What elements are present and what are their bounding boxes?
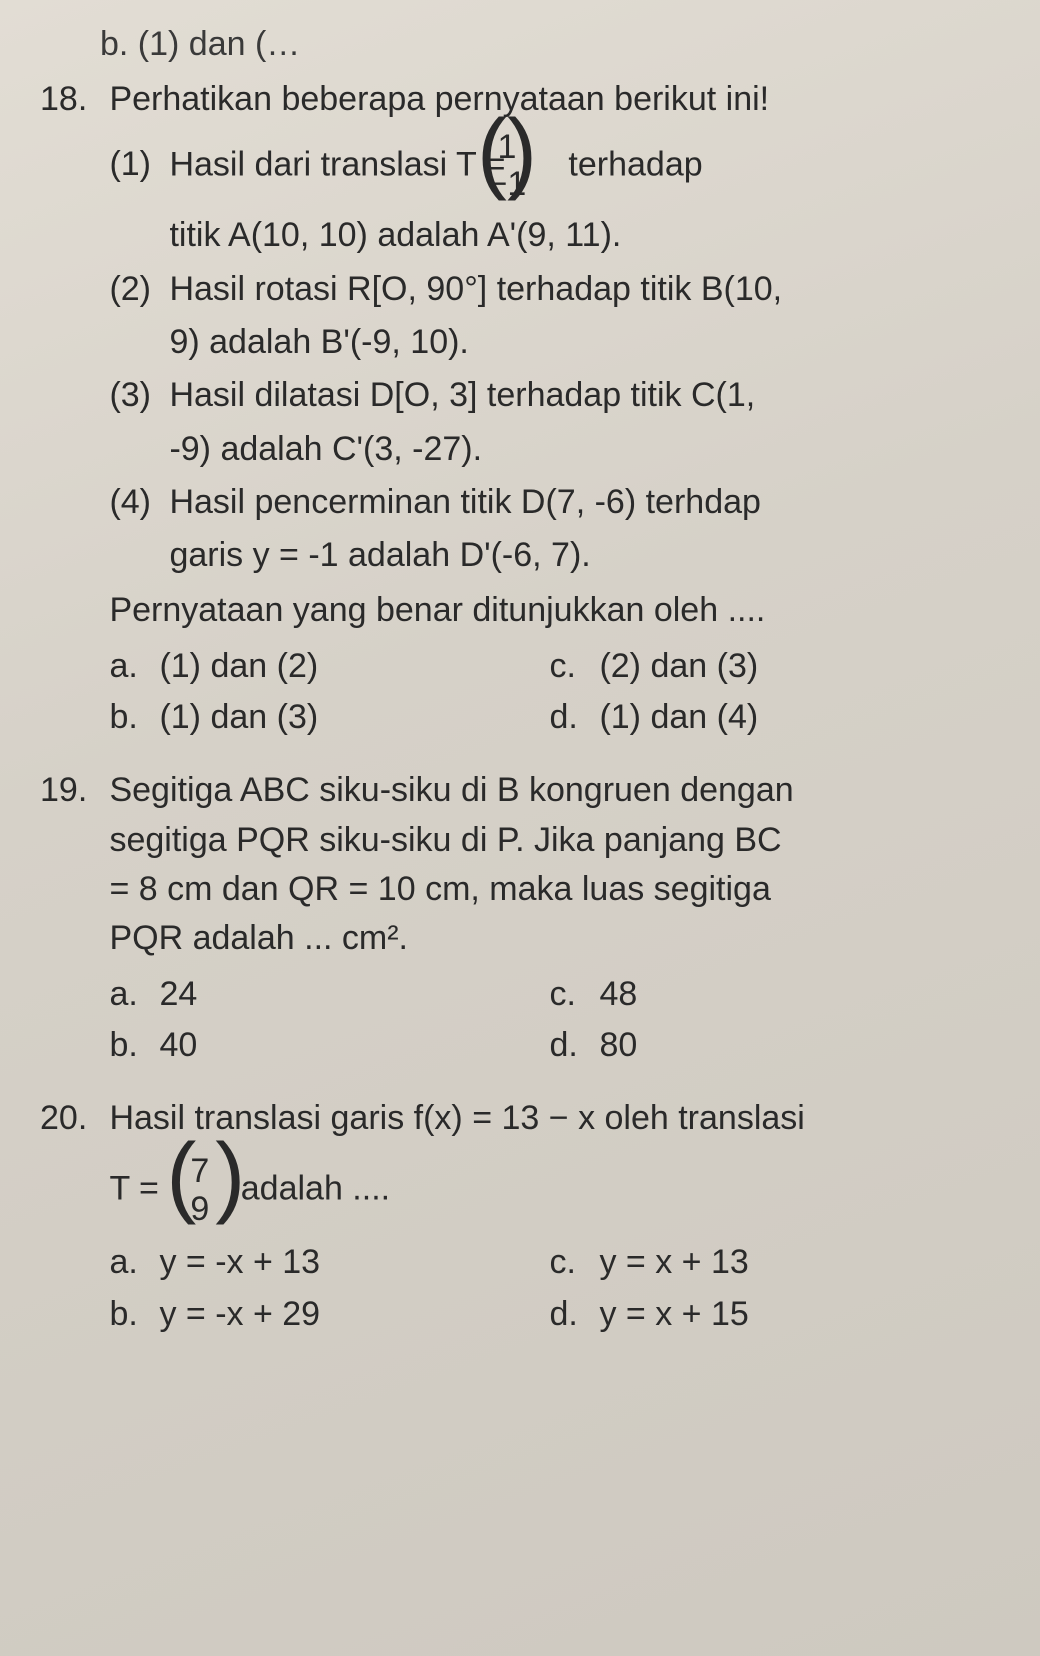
opt-label: a. — [109, 642, 159, 691]
q18-stmt-1: (1)Hasil dari translasi T = ( 1 −1 ) ter… — [109, 125, 989, 208]
opt-label: d. — [549, 1021, 599, 1070]
q20-eq-line: T = ( 7 9 ) adalah .... — [109, 1149, 989, 1232]
q18-s1-text-b: terhadap — [568, 145, 702, 183]
opt-label: a. — [109, 970, 159, 1019]
q18-number: 18. — [40, 75, 100, 124]
q20-options: a.y = -x + 13 c.y = x + 13 b.y = -x + 29… — [109, 1238, 989, 1341]
opt-text: 48 — [599, 975, 637, 1013]
opt-label: c. — [549, 642, 599, 691]
q20-opt-c: c.y = x + 13 — [549, 1238, 989, 1287]
opt-label: b. — [109, 1021, 159, 1070]
opt-text: (1) dan (3) — [159, 698, 318, 736]
q19-line1: Segitiga ABC siku-siku di B kongruen den… — [109, 766, 989, 815]
q18-opt-d: d.(1) dan (4) — [549, 693, 989, 742]
q18-s4-text-a: Hasil pencerminan titik D(7, -6) terhdap — [169, 483, 760, 521]
q19-line3: = 8 cm dan QR = 10 cm, maka luas segitig… — [109, 865, 989, 914]
paren-left-icon: ( — [166, 1143, 184, 1238]
q20-opt-b: b.y = -x + 29 — [109, 1290, 549, 1339]
q19-options: a.24 c.48 b.40 d.80 — [109, 970, 989, 1073]
q18-opt-c: c.(2) dan (3) — [549, 642, 989, 691]
q19-line2: segitiga PQR siku-siku di P. Jika panjan… — [109, 816, 989, 865]
q18-stmt-1b: titik A(10, 10) adalah A'(9, 11). — [109, 211, 989, 260]
question-20: 20. Hasil translasi garis f(x) = 13 − x … — [40, 1094, 1000, 1341]
opt-label: b. — [109, 1290, 159, 1339]
q18-stmt-4: (4)Hasil pencerminan titik D(7, -6) terh… — [109, 478, 989, 527]
q19-opt-a: a.24 — [109, 970, 549, 1019]
q20-number: 20. — [40, 1094, 100, 1143]
question-19: 19. Segitiga ABC siku-siku di B kongruen… — [40, 766, 1000, 1072]
opt-label: d. — [549, 693, 599, 742]
opt-text: y = -x + 13 — [159, 1243, 320, 1281]
q20-opt-a: a.y = -x + 13 — [109, 1238, 549, 1287]
fragment-prev-option: b. (1) dan (… — [40, 20, 1000, 69]
opt-text: 40 — [159, 1026, 197, 1064]
paren-right-icon: ) — [543, 119, 561, 214]
stmt-num: (1) — [109, 140, 169, 189]
matrix-t1: ( 1 −1 ) — [519, 125, 555, 208]
matrix-t2: ( 7 9 ) — [172, 1149, 227, 1232]
q18-stmt-2: (2)Hasil rotasi R[O, 90°] terhadap titik… — [109, 265, 989, 314]
opt-text: (1) dan (4) — [599, 698, 758, 736]
exam-page: b. (1) dan (… 18. Perhatikan beberapa pe… — [0, 0, 1040, 1656]
q18-s1-text-c: titik A(10, 10) adalah A'(9, 11). — [169, 216, 621, 254]
opt-label: b. — [109, 693, 159, 742]
q18-opt-a: a.(1) dan (2) — [109, 642, 549, 691]
q18-options: a.(1) dan (2) c.(2) dan (3) b.(1) dan (3… — [109, 642, 989, 745]
opt-text: 24 — [159, 975, 197, 1013]
q19-opt-d: d.80 — [549, 1021, 989, 1070]
opt-text: (2) dan (3) — [599, 647, 758, 685]
stmt-num: (2) — [109, 265, 169, 314]
q18-s3-text-a: Hasil dilatasi D[O, 3] terhadap titik C(… — [169, 376, 755, 414]
q18-opt-b: b.(1) dan (3) — [109, 693, 549, 742]
q18-s2-text-b: 9) adalah B'(-9, 10). — [169, 323, 468, 361]
q20-eq-post: adalah .... — [241, 1170, 390, 1208]
opt-label: c. — [549, 970, 599, 1019]
q18-s2-text-a: Hasil rotasi R[O, 90°] terhadap titik B(… — [169, 270, 782, 308]
paren-right-icon: ) — [215, 1143, 233, 1238]
q18-stmt-3: (3)Hasil dilatasi D[O, 3] terhadap titik… — [109, 371, 989, 420]
q18-s1-text-a: Hasil dari translasi T = — [169, 145, 505, 183]
stmt-num: (3) — [109, 371, 169, 420]
q20-body: Hasil translasi garis f(x) = 13 − x oleh… — [109, 1094, 989, 1341]
q18-stmt-2b: 9) adalah B'(-9, 10). — [109, 318, 989, 367]
opt-text: y = x + 15 — [599, 1295, 748, 1333]
q18-s4-text-b: garis y = -1 adalah D'(-6, 7). — [169, 536, 590, 574]
q19-line4: PQR adalah ... cm². — [109, 914, 989, 963]
opt-label: a. — [109, 1238, 159, 1287]
opt-text: 80 — [599, 1026, 637, 1064]
opt-text: y = -x + 29 — [159, 1295, 320, 1333]
q18-stmt-3b: -9) adalah C'(3, -27). — [109, 425, 989, 474]
q19-opt-c: c.48 — [549, 970, 989, 1019]
opt-text: y = x + 13 — [599, 1243, 748, 1281]
q18-s3-text-b: -9) adalah C'(3, -27). — [169, 430, 482, 468]
question-18: 18. Perhatikan beberapa pernyataan berik… — [40, 75, 1000, 744]
q20-eq-pre: T = — [109, 1170, 158, 1208]
opt-label: d. — [549, 1290, 599, 1339]
q18-prompt: Pernyataan yang benar ditunjukkan oleh .… — [109, 586, 989, 635]
q18-stmt-4b: garis y = -1 adalah D'(-6, 7). — [109, 531, 989, 580]
opt-label: c. — [549, 1238, 599, 1287]
q19-opt-b: b.40 — [109, 1021, 549, 1070]
q19-body: Segitiga ABC siku-siku di B kongruen den… — [109, 766, 989, 1072]
opt-text: (1) dan (2) — [159, 647, 318, 685]
q20-opt-d: d.y = x + 15 — [549, 1290, 989, 1339]
stmt-num: (4) — [109, 478, 169, 527]
q18-intro: Perhatikan beberapa pernyataan berikut i… — [109, 75, 989, 124]
q19-number: 19. — [40, 766, 100, 815]
q18-body: Perhatikan beberapa pernyataan berikut i… — [109, 75, 989, 744]
